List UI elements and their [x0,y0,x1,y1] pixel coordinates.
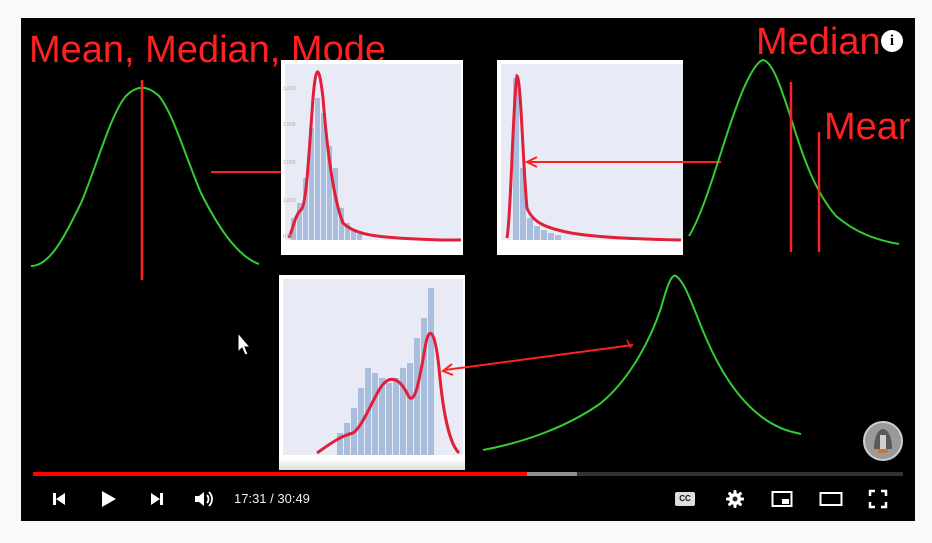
svg-text:2,000: 2,000 [283,160,296,166]
previous-button[interactable] [45,485,73,513]
svg-text:3,000: 3,000 [283,86,296,92]
captions-icon: CC [675,492,695,506]
normal-distribution-sketch-2 [482,274,802,451]
settings-gear-icon [726,490,744,508]
svg-text:2,500: 2,500 [283,122,296,128]
svg-text:1,000: 1,000 [283,198,296,204]
volume-icon [195,491,213,507]
normal-distribution-sketch [30,80,308,280]
settings-button[interactable] [721,485,749,513]
annotation-median: Median [756,21,881,63]
video-player[interactable]: Mean, Median, Mode Median Mear [21,18,915,521]
captions-button[interactable]: CC [671,485,699,513]
progress-played [33,472,528,476]
skip-previous-icon [53,493,65,505]
next-button[interactable] [143,485,171,513]
theater-mode-button[interactable] [816,485,846,513]
histogram-plot-2 [497,60,721,255]
skip-next-icon [151,493,163,505]
play-button[interactable] [93,485,123,513]
fullscreen-icon [868,489,888,509]
histogram-plot-1: 3,000 2,500 2,000 1,000 0,000 [281,60,463,255]
theater-mode-icon [819,492,843,506]
channel-watermark-avatar[interactable] [863,421,903,461]
volume-button[interactable] [189,485,219,513]
fullscreen-button[interactable] [864,485,892,513]
progress-bar[interactable] [33,472,903,476]
svg-text:0,000: 0,000 [283,234,296,240]
miniplayer-button[interactable] [768,485,796,513]
mouse-cursor-icon [237,331,252,356]
player-controls-bar: 17:31 / 30:49 CC [21,459,915,521]
avatar-icon [865,423,901,459]
info-icon[interactable]: i [881,30,903,52]
annotation-mean: Mear [824,106,911,148]
video-frame[interactable]: Mean, Median, Mode Median Mear [21,18,915,521]
histogram-plot-3 [279,275,634,470]
time-display: 17:31 / 30:49 [234,491,310,506]
miniplayer-icon [771,491,793,507]
play-icon [102,491,116,507]
skewed-distribution-sketch [688,58,900,252]
